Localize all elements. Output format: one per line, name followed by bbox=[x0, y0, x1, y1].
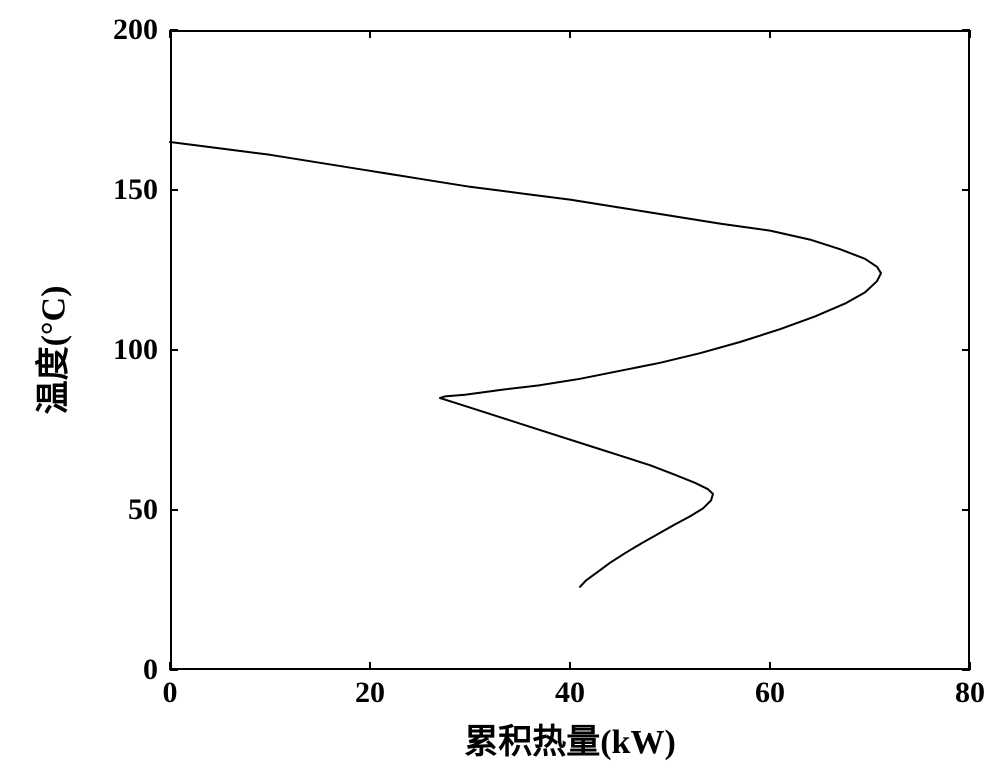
data-curve bbox=[0, 0, 1000, 772]
series-line bbox=[170, 142, 881, 587]
chart-container: 0 20 40 60 80 0 50 100 150 200 累积热量(kW) … bbox=[0, 0, 1000, 772]
